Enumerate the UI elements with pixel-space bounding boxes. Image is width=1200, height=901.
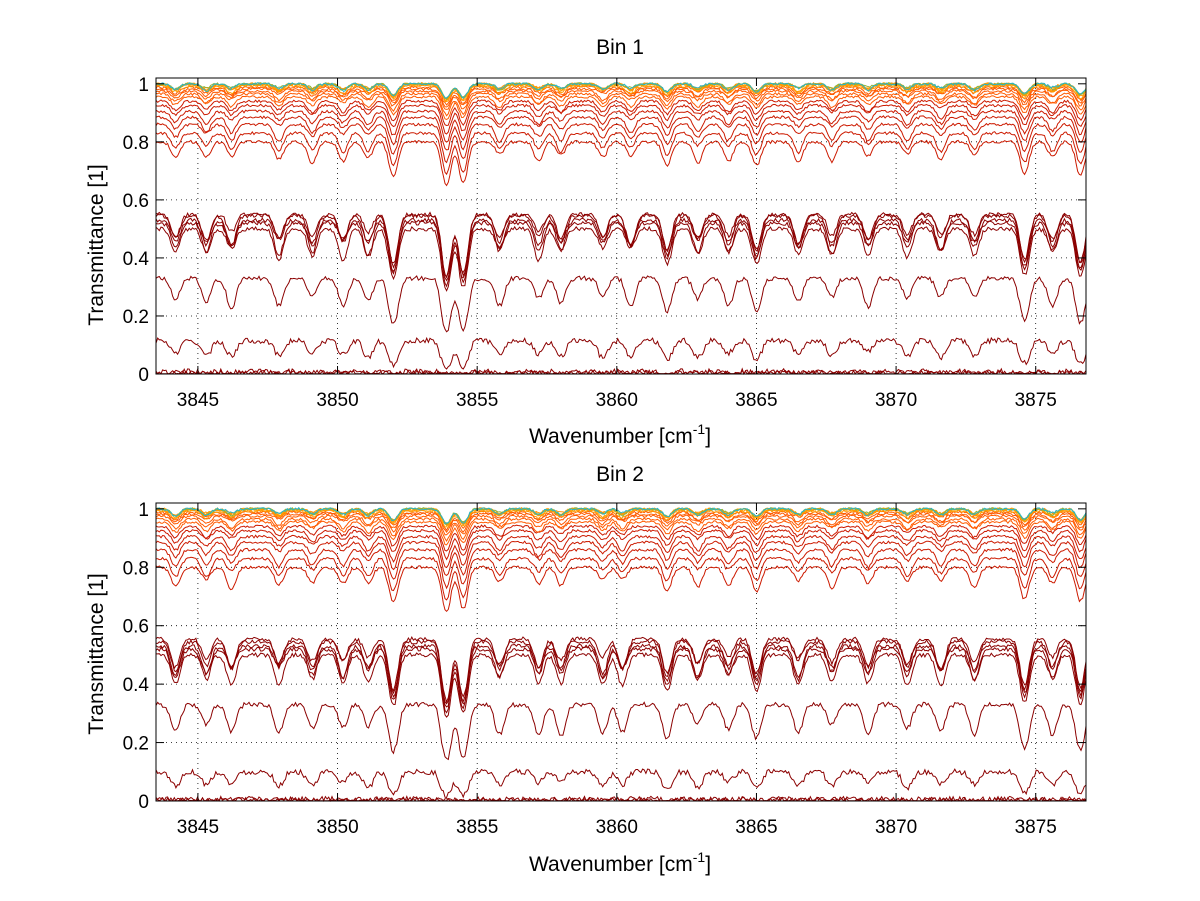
y-tick-label: 0.2 [123,734,149,755]
subplot-bin-1: Bin 1 Transmittance [1] Wavenumber [cm-1… [85,36,1087,448]
y-tick-label: 1 [138,75,149,96]
transmittance-series [156,651,1087,718]
transmittance-series [155,275,1087,333]
subplot-title: Bin 2 [596,463,644,486]
transmittance-series [155,514,1087,536]
transmittance-series [155,524,1087,552]
y-tick-label: 0.6 [123,191,149,212]
axes-frame [155,77,1087,375]
y-tick-label: 0 [138,792,149,813]
y-tick-label: 0.4 [123,675,150,696]
transmittance-series [155,507,1087,526]
x-axis-label: Wavenumber [cm-1] [529,849,711,876]
x-tick-label: 3855 [456,817,498,838]
x-tick-label: 3850 [316,390,358,411]
x-tick-label: 3870 [875,817,917,838]
axes-frame [155,502,1087,802]
x-tick-label: 3860 [596,390,638,411]
y-axis-label: Transmittance [1] [85,164,108,325]
transmittance-series [155,94,1087,121]
x-tick-label: 3845 [177,817,219,838]
transmittance-series [155,635,1087,704]
transmittance-series [156,639,1087,705]
y-tick-label: 1 [138,500,149,521]
subplot-title: Bin 1 [596,36,644,59]
x-tick-label: 3875 [1015,817,1057,838]
y-axis-label: Transmittance [1] [85,573,108,734]
x-tick-label: 3865 [735,817,777,838]
y-tick-label: 0.8 [123,133,149,154]
transmittance-series [155,534,1087,569]
x-tick-labels: 3845 3850 3855 3860 3865 3870 3875 [177,503,1057,838]
y-tick-labels: 0 0.2 0.4 0.6 0.8 1 [123,75,1086,386]
transmittance-series [155,768,1087,799]
x-tick-label: 3875 [1015,390,1057,411]
transmittance-traces [155,81,1087,376]
transmittance-series [155,336,1087,370]
transmittance-series [155,220,1087,288]
y-tick-label: 0.6 [123,617,149,638]
subplot-bin-2: Bin 2 Transmittance [1] Wavenumber [cm-1… [85,463,1087,876]
transmittance-series [155,540,1087,577]
x-tick-label: 3860 [596,817,638,838]
transmittance-series [155,565,1087,613]
x-axis-label: Wavenumber [cm-1] [529,421,711,448]
x-tick-labels: 3845 3850 3855 3860 3865 3870 3875 [177,78,1057,411]
x-tick-label: 3850 [316,817,358,838]
transmittance-series [155,130,1087,176]
y-tick-label: 0 [138,365,149,386]
transmittance-series [155,528,1087,561]
x-tick-label: 3855 [456,390,498,411]
transmittance-series [155,701,1087,761]
transmittance-series [155,517,1087,542]
transmittance-series [155,89,1087,110]
transmittance-series [155,115,1087,151]
transmittance-series [155,225,1087,292]
transmittance-series [155,506,1087,525]
y-tick-label: 0.4 [123,249,150,270]
transmittance-series [155,547,1087,590]
grid [156,503,1086,801]
transmittance-series [155,211,1087,279]
transmittance-series [155,367,1087,376]
x-tick-label: 3845 [177,390,219,411]
y-tick-label: 0.8 [123,558,149,579]
y-tick-labels: 0 0.2 0.4 0.6 0.8 1 [123,500,1086,813]
transmittance-series [155,556,1087,601]
transmittance-series [155,87,1087,108]
transmittance-series [155,109,1087,143]
transmittance-traces [155,506,1087,803]
y-tick-label: 0.2 [123,307,149,328]
transmittance-series [155,82,1087,99]
x-tick-label: 3870 [875,390,917,411]
transmittance-series [155,217,1087,282]
grid [156,78,1086,374]
x-tick-label: 3865 [735,390,777,411]
transmittance-series [155,103,1087,135]
transmittance-series [155,122,1087,164]
transmittance-series [155,99,1087,127]
transmittance-series [155,139,1087,187]
